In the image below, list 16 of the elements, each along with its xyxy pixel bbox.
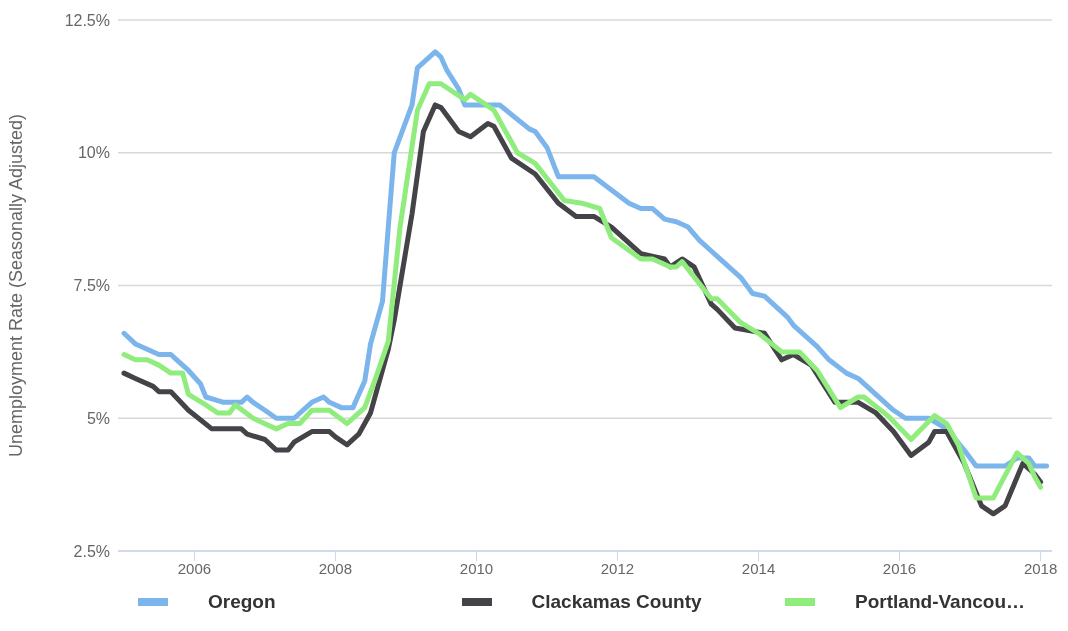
y-tick-label: 10% — [77, 144, 110, 162]
y-axis-title: Unemployment Rate (Seasonally Adjusted) — [6, 113, 27, 458]
y-tick-label: 5% — [86, 409, 110, 427]
x-tick-label: 2012 — [600, 559, 635, 577]
x-tick-label: 2008 — [318, 559, 353, 577]
y-tick-label: 12.5% — [64, 11, 110, 29]
x-tick-label: 2018 — [1023, 559, 1058, 577]
y-tick-label: 7.5% — [73, 277, 110, 295]
legend-label: Oregon — [208, 591, 276, 613]
x-tick-label: 2006 — [177, 559, 212, 577]
legend-label: Clackamas County — [531, 591, 702, 613]
x-tick-label: 2010 — [459, 559, 494, 577]
x-tick-label: 2014 — [741, 559, 776, 577]
y-tick-label: 2.5% — [73, 542, 110, 560]
legend-label: Portland-Vancou… — [855, 591, 1026, 613]
x-tick-label: 2016 — [882, 559, 917, 577]
